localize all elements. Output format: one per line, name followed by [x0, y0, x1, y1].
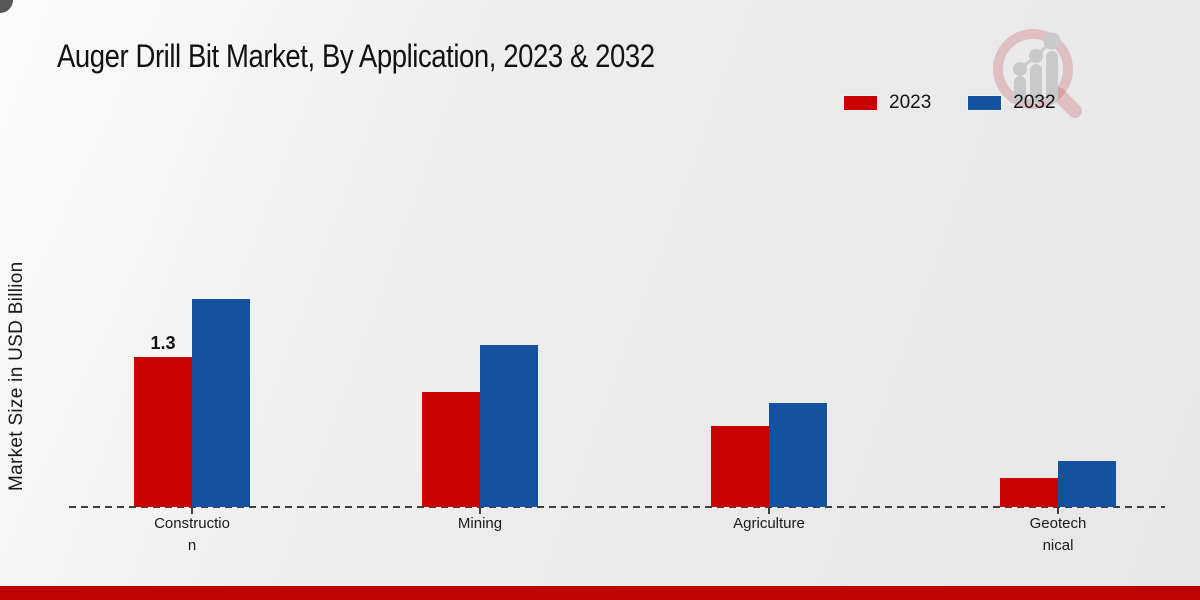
- legend-swatch-2032: [967, 95, 1003, 111]
- legend-item-2023: 2023: [843, 92, 931, 114]
- x-axis-tick: [479, 508, 481, 514]
- legend-label-2023: 2023: [889, 92, 932, 113]
- legend-item-2032: 2032: [967, 92, 1056, 114]
- bar-2032-agriculture: [769, 403, 827, 507]
- bar-2023-mining: [422, 392, 480, 507]
- magnifier-bar-chart-logo-icon: [993, 29, 1082, 118]
- bar-2023-geotechnical: [1000, 478, 1058, 507]
- bar-2023-construction: [134, 357, 192, 507]
- bottom-red-band: [0, 586, 1200, 600]
- legend-label-2032: 2032: [1013, 92, 1056, 113]
- category-label-construction: Constructio n: [154, 515, 230, 554]
- category-label-agriculture: Agriculture: [733, 515, 805, 532]
- x-axis-tick: [191, 508, 193, 514]
- x-axis-tick: [768, 508, 770, 514]
- bar-2032-construction: [192, 299, 250, 507]
- legend: 2023 2032: [843, 92, 1056, 114]
- x-axis-dashed-line: [69, 506, 1165, 508]
- bar-2032-geotechnical: [1058, 461, 1116, 507]
- bar-2032-mining: [480, 345, 538, 507]
- chart-title: Auger Drill Bit Market, By Application, …: [57, 38, 655, 74]
- category-label-geotechnical: Geotech nical: [1029, 515, 1087, 554]
- legend-swatch-2023: [843, 95, 878, 111]
- bar-2023-agriculture: [711, 426, 769, 507]
- bar-value-label: 1.3: [150, 333, 176, 353]
- category-label-mining: Mining: [457, 515, 503, 532]
- x-axis-tick: [1057, 508, 1059, 514]
